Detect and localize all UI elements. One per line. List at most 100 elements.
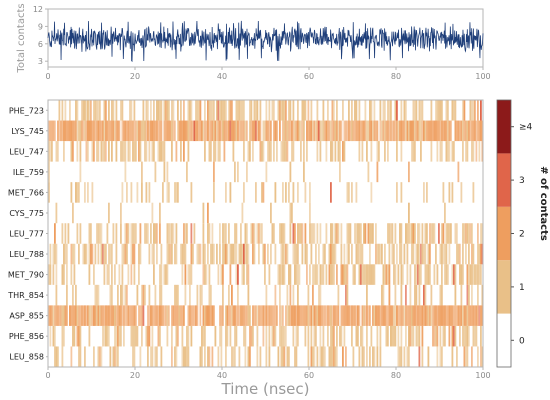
heatmap-cell: [96, 120, 98, 142]
heatmap-cell: [450, 305, 452, 326]
heatmap-cell: [439, 243, 442, 265]
heatmap-cell: [208, 305, 211, 326]
heatmap-cell: [304, 182, 307, 203]
heatmap-cell: [391, 243, 394, 265]
heatmap-cell: [81, 100, 83, 121]
heatmap-row-met_766: [48, 182, 475, 203]
heatmap-cell: [435, 305, 437, 326]
heatmap-cell: [331, 264, 334, 285]
heatmap-cell: [121, 182, 124, 203]
heatmap-cell: [358, 305, 361, 326]
heatmap-cell: [231, 100, 233, 121]
heatmap-cell: [232, 120, 235, 142]
heatmap-cell: [382, 264, 385, 285]
heatmap-cell: [361, 264, 364, 285]
heatmap-cell: [157, 325, 160, 347]
heatmap-cell: [415, 120, 418, 142]
heatmap-cell: [297, 223, 299, 244]
colorbar-title: # of contacts: [538, 166, 549, 241]
heatmap-cell: [115, 120, 118, 142]
heatmap-cell: [159, 264, 161, 285]
heatmap-cell: [376, 120, 379, 142]
heatmap-row-asp_855: [48, 305, 484, 326]
heatmap-cell: [265, 325, 268, 347]
heatmap-cell: [252, 325, 254, 347]
heatmap-cell: [247, 243, 250, 265]
heatmap-cell: [93, 141, 95, 162]
heatmap-row-leu_858: [54, 346, 484, 367]
heatmap-cell: [181, 346, 184, 367]
heatmap-cell: [291, 305, 293, 326]
heatmap-cell: [288, 100, 290, 121]
heatmap-cell: [462, 243, 464, 265]
heatmap-cell: [199, 284, 202, 306]
heatmap-cell: [97, 100, 100, 121]
heatmap-cell: [150, 223, 152, 244]
heatmap-cell: [166, 223, 169, 244]
heatmap-cell: [129, 305, 131, 326]
heatmap-cell: [445, 223, 448, 244]
heatmap-cell: [151, 120, 154, 142]
heatmap-cell: [48, 264, 50, 285]
heatmap-cell: [253, 223, 256, 244]
heatmap-cell: [400, 325, 403, 347]
heatmap-cell: [385, 305, 388, 326]
heatmap-cell: [79, 141, 82, 162]
heatmap-cell: [468, 325, 470, 347]
heatmap-cell: [472, 141, 475, 162]
heatmap-cell: [411, 305, 413, 326]
heatmap-cell: [247, 264, 250, 285]
heatmap-cell: [90, 223, 92, 244]
heatmap-cell: [66, 264, 68, 285]
top-ytick-label: 9: [38, 22, 43, 31]
heatmap-cell: [409, 264, 412, 285]
heatmap-cell: [117, 305, 119, 326]
heatmap-cell: [246, 243, 248, 265]
heatmap-cell: [360, 264, 362, 285]
heatmap-cell: [294, 346, 296, 367]
heatmap-cell: [247, 346, 250, 367]
heatmap-cell: [67, 120, 70, 142]
heatmap-cell: [472, 325, 475, 347]
heatmap-cell: [423, 243, 425, 265]
heatmap-cell: [414, 305, 416, 326]
heatmap-cell: [378, 141, 380, 162]
heatmap-cell: [315, 264, 317, 285]
heatmap-cell: [175, 325, 178, 347]
heatmap-cell: [369, 223, 371, 244]
heatmap-cell: [316, 100, 319, 121]
heatmap-cell: [223, 223, 226, 244]
heatmap-cell: [258, 120, 260, 142]
heatmap-cell: [85, 243, 88, 265]
heatmap-cell: [333, 264, 335, 285]
heatmap-cell: [331, 120, 334, 142]
heatmap-cell: [441, 284, 443, 306]
heatmap-cell: [90, 120, 92, 142]
heatmap-cell: [82, 305, 85, 326]
heatmap-cell: [396, 243, 398, 265]
heatmap-cell: [342, 141, 344, 162]
heatmap-cell: [115, 243, 118, 265]
heatmap-cell: [421, 223, 424, 244]
heatmap-cell: [285, 100, 287, 121]
heatmap-cell: [342, 264, 344, 285]
heatmap-cell: [64, 223, 67, 244]
heatmap-cell: [301, 120, 304, 142]
heatmap-cell: [163, 120, 166, 142]
heatmap-cell: [75, 305, 77, 326]
heatmap-cell: [360, 223, 362, 244]
heatmap-cell: [133, 243, 136, 265]
heatmap-cell: [127, 141, 130, 162]
heatmap-cell: [319, 264, 322, 285]
heatmap-cell: [340, 223, 343, 244]
heatmap-cell: [328, 264, 331, 285]
heatmap-cell: [51, 141, 53, 162]
heatmap-xtick-label: 40: [217, 371, 227, 380]
heatmap-cell: [64, 120, 67, 142]
heatmap-cell: [121, 264, 124, 285]
heatmap-cell: [147, 100, 149, 121]
heatmap-cell: [91, 141, 94, 162]
heatmap-cell: [355, 243, 358, 265]
heatmap-cell: [291, 141, 293, 162]
heatmap-cell: [105, 100, 107, 121]
